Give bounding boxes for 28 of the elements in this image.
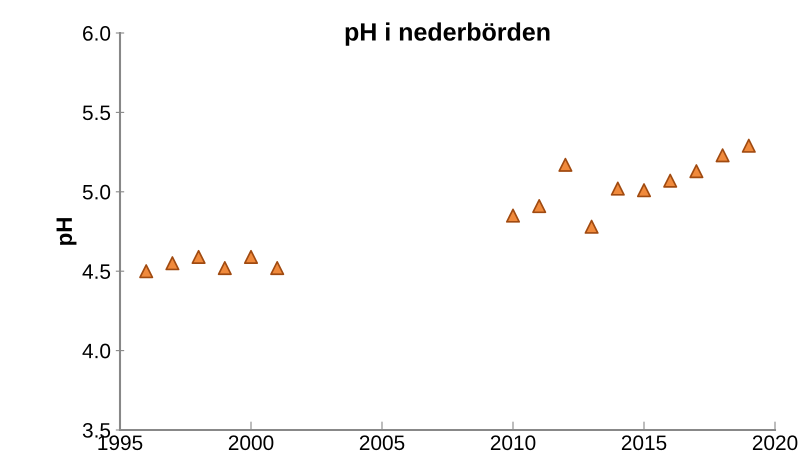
point xyxy=(270,260,284,276)
y-tick-label: 5.5 xyxy=(82,106,110,120)
point xyxy=(506,208,520,223)
point xyxy=(532,199,546,214)
point xyxy=(558,158,572,172)
x-tick-label: 2005 xyxy=(360,435,404,450)
x-tick-label: 2015 xyxy=(622,435,666,450)
point xyxy=(244,250,258,264)
point xyxy=(218,260,232,276)
point xyxy=(663,174,678,188)
y-tick-label: 4.0 xyxy=(82,344,110,358)
y-axis-title: pH xyxy=(56,218,76,245)
point xyxy=(636,183,652,198)
point xyxy=(139,264,154,278)
point xyxy=(742,138,756,153)
y-tick-label: 5.0 xyxy=(82,184,110,200)
point xyxy=(165,256,180,270)
y-tick-label: 6.0 xyxy=(83,26,110,41)
point xyxy=(716,148,730,162)
point xyxy=(584,220,599,234)
point xyxy=(192,250,206,264)
point xyxy=(610,182,625,196)
chart-title: pH i nederbörden xyxy=(346,22,550,46)
x-tick-label: 2010 xyxy=(490,435,536,450)
x-tick-label: 2000 xyxy=(228,435,274,450)
x-tick-label: 2020 xyxy=(752,435,798,450)
point xyxy=(689,164,704,178)
y-tick-label: 4.5 xyxy=(82,264,110,279)
